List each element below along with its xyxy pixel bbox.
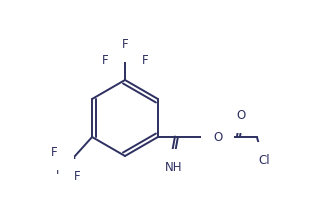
Text: F: F	[142, 54, 148, 67]
Text: NH: NH	[165, 160, 183, 173]
Text: F: F	[122, 38, 128, 51]
Text: O: O	[236, 108, 246, 122]
Text: Cl: Cl	[258, 154, 270, 167]
Text: F: F	[74, 170, 81, 184]
Text: F: F	[102, 54, 108, 67]
Text: F: F	[51, 146, 57, 159]
Text: F: F	[56, 164, 62, 176]
Text: O: O	[213, 130, 222, 143]
